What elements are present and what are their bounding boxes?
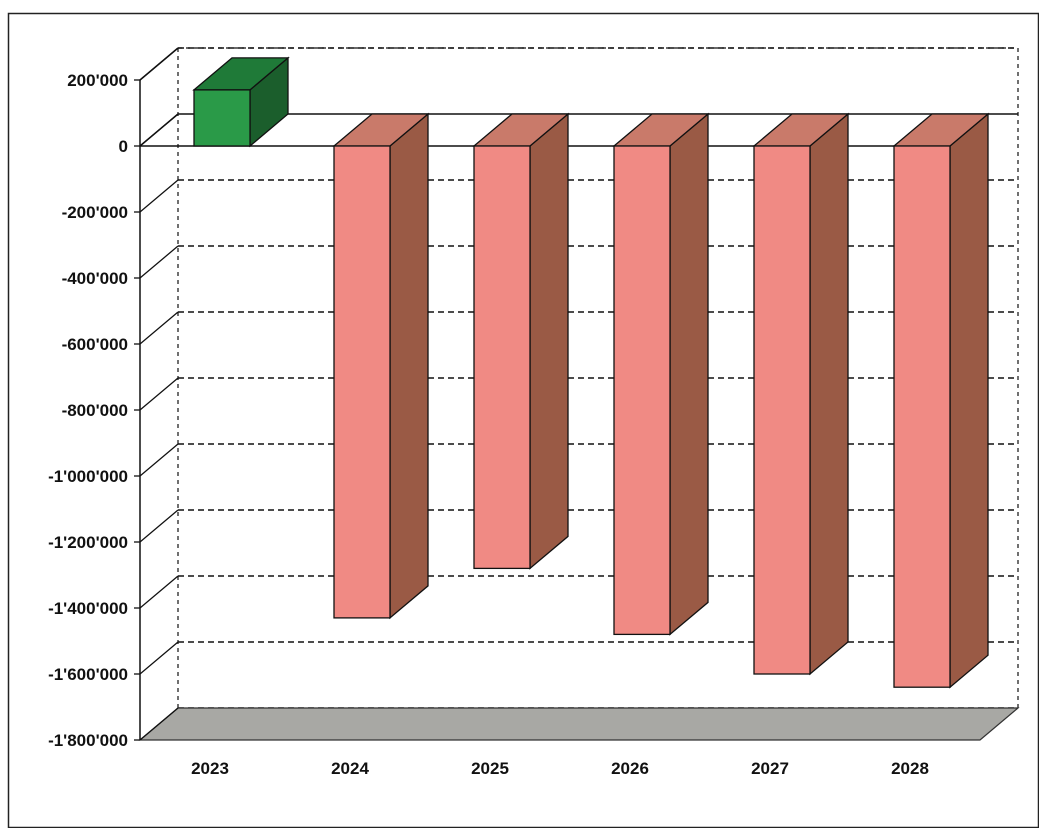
y-tick-label: -800'000 [62,401,128,420]
bars [192,56,990,689]
y-axis [134,47,179,741]
x-tick-label: 2025 [471,759,509,778]
x-tick-label: 2027 [751,759,789,778]
x-tick-label: 2028 [891,759,929,778]
y-tick-label: -1'200'000 [48,533,128,552]
bar-front [753,145,811,675]
bar-side [389,112,429,620]
bar-2023 [192,56,290,148]
y-tick-depth [139,311,179,345]
bar-2028 [892,112,990,689]
x-tick-label: 2023 [191,759,229,778]
y-tick-label: -1'800'000 [48,731,128,750]
x-tick-label: 2024 [331,759,369,778]
y-tick-depth [139,707,179,741]
bar-side [949,112,989,689]
bar-side [669,112,709,636]
chart-floor [138,113,1020,741]
bar-front [893,145,951,688]
y-tick-label: -400'000 [62,269,128,288]
x-tick-label: 2026 [611,759,649,778]
bar-side [529,112,569,570]
y-tick-label: 0 [119,137,128,156]
bar-2025 [472,112,570,570]
bar-2026 [612,112,710,636]
x-tick-labels: 2023 2024 2025 2026 2027 2028 [191,759,929,778]
y-tick-labels: 200'000 0 -200'000 -400'000 -600'000 -800'000… [48,71,128,750]
bar-front [193,89,251,147]
bar-side [809,112,849,676]
y-tick-depth [139,575,179,609]
y-tick-label: 200'000 [67,71,128,90]
y-tick-depth [139,509,179,543]
bar-front [333,145,391,619]
bar-2024 [332,112,430,620]
y-tick-depth [139,47,179,81]
y-tick-depth [139,641,179,675]
floor-plane [138,707,1020,741]
bar-2027 [752,112,850,676]
bar-front [473,145,531,570]
y-tick-label: -1'400'000 [48,599,128,618]
y-tick-depth [139,377,179,411]
y-tick-depth [139,179,179,213]
bar-front [613,145,671,636]
y-tick-depth [139,443,179,477]
y-tick-depth [139,245,179,279]
y-tick-label: -600'000 [62,335,128,354]
y-tick-label: -1'000'000 [48,467,128,486]
y-tick-label: -1'600'000 [48,665,128,684]
y-tick-label: -200'000 [62,203,128,222]
y-tick-depth [139,113,179,147]
